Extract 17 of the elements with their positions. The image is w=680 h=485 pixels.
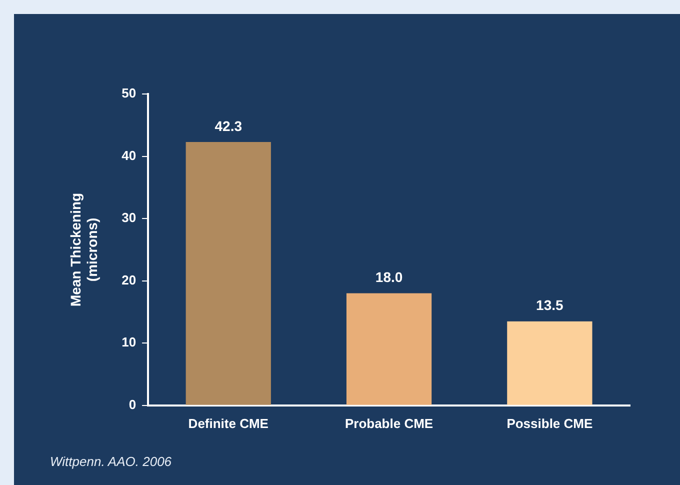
- x-tick-label: Possible CME: [506, 416, 593, 431]
- bar: [346, 293, 432, 405]
- y-tick-label: 50: [122, 86, 136, 101]
- x-tick-label: Definite CME: [188, 416, 269, 431]
- y-tick-label: 30: [122, 210, 136, 226]
- bar: [186, 142, 271, 405]
- y-tick-label: 10: [122, 334, 136, 350]
- data-label: 42.3: [214, 118, 242, 134]
- bar: [507, 321, 592, 405]
- text: Wittpenn. AAO. 2006: [50, 454, 172, 469]
- y-tick-label: 20: [122, 272, 136, 288]
- data-label: 13.5: [536, 297, 564, 314]
- x-tick-label: Probable CME: [344, 416, 434, 431]
- data-label: 18.0: [375, 269, 403, 286]
- y-tick-label: 0: [128, 396, 136, 412]
- y-tick-label: 40: [122, 148, 136, 163]
- y-axis-title: Mean Thickening (microns): [67, 192, 100, 306]
